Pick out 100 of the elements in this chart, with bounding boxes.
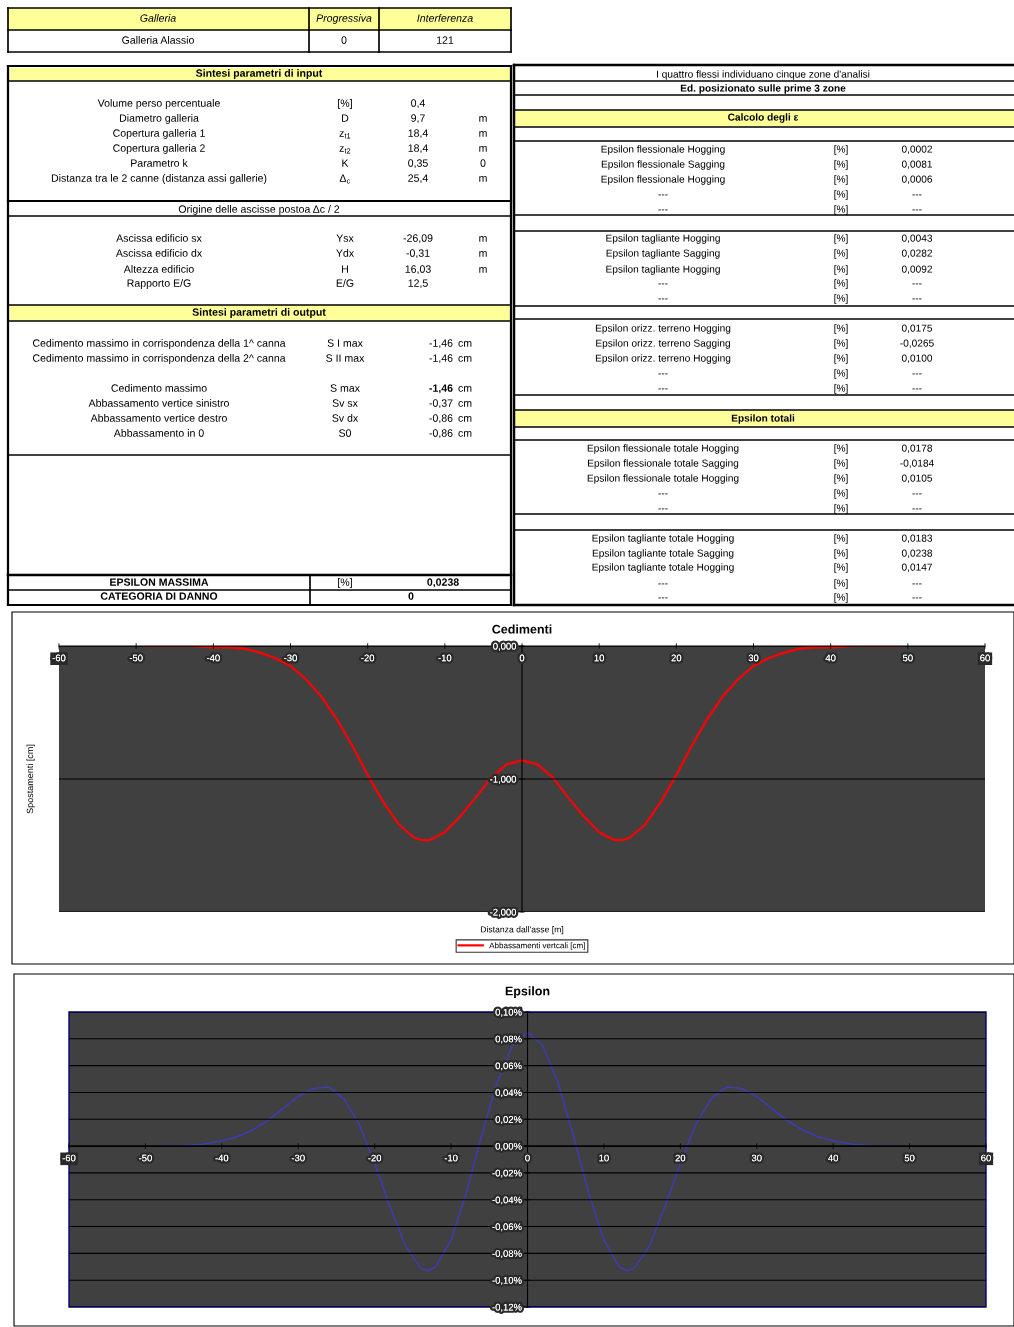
- text: Distanza tra le 2 canne (distanza assi gallerie): [51, 174, 267, 184]
- x-tick-label: 60: [981, 1154, 991, 1162]
- text: ---: [912, 298, 922, 300]
- text: [%]: [834, 489, 848, 499]
- text: Calcolo degli ε: [728, 113, 799, 123]
- text: ---: [658, 493, 668, 495]
- text: -26,09: [403, 234, 433, 244]
- x-tick-label: 0: [519, 654, 525, 662]
- text: 0,0147: [901, 563, 932, 572]
- text: Parametro k: [131, 159, 188, 167]
- x-tick-label: -10: [444, 1154, 458, 1162]
- text: [%]: [834, 249, 848, 259]
- text: [%]: [834, 444, 848, 454]
- text: 0,0178: [901, 444, 933, 453]
- text: ---: [658, 283, 668, 285]
- text: Copertura galleria 1: [113, 129, 205, 139]
- text: ---: [912, 209, 922, 211]
- text: ---: [658, 373, 668, 375]
- text: [%]: [834, 384, 848, 394]
- x-tick-label: 10: [594, 654, 605, 662]
- chart-title: Epsilon: [505, 986, 550, 998]
- text: [%]: [834, 504, 848, 514]
- y-axis-title: Spostamenti [cm]: [26, 744, 35, 814]
- text: -1,46: [429, 354, 453, 364]
- chart-title: Cedimenti: [492, 624, 552, 634]
- text: 0,0043: [901, 234, 933, 243]
- y-tick-label: -0,08%: [492, 1250, 522, 1258]
- text: [%]: [834, 474, 848, 484]
- text: Epsilon tagliante Sagging: [606, 249, 720, 259]
- text: z$_{t2}$: [339, 146, 351, 154]
- x-tick-label: 10: [599, 1154, 609, 1162]
- text: 0,4: [411, 99, 426, 109]
- text: Epsilon tagliante totale Hogging: [592, 563, 734, 573]
- text: ---: [912, 493, 922, 495]
- text: 0,0282: [901, 249, 932, 258]
- text: ---: [912, 583, 922, 585]
- text: 0: [408, 592, 414, 600]
- text: Epsilon totali: [731, 414, 795, 424]
- text: Epsilon tagliante totale Hogging: [592, 534, 734, 544]
- x-tick-label: -60: [62, 1154, 76, 1162]
- text: [%]: [338, 99, 352, 109]
- text: -0,86: [429, 429, 453, 439]
- text: [%]: [834, 234, 848, 244]
- text: ---: [658, 508, 668, 510]
- text: Interferenza: [417, 14, 473, 22]
- text: 0: [341, 36, 347, 44]
- text: CATEGORIA DI DANNO: [100, 592, 218, 600]
- text: Sv sx: [332, 399, 358, 407]
- text: ---: [658, 583, 668, 585]
- text: [%]: [834, 265, 848, 275]
- text: 0,0002: [901, 145, 932, 154]
- text: Ascissa edificio sx: [116, 234, 202, 242]
- y-tick-label: -1,000: [490, 775, 517, 784]
- y-tick-label: 0,04%: [495, 1089, 522, 1098]
- text: m: [479, 267, 487, 273]
- text: S I max: [327, 339, 363, 347]
- text: ---: [658, 298, 668, 300]
- x-tick-label: 40: [825, 654, 836, 662]
- x-tick-label: -20: [368, 1154, 382, 1162]
- text: [%]: [834, 549, 848, 559]
- x-tick-label: -30: [284, 654, 297, 662]
- x-tick-label: -50: [129, 654, 143, 662]
- text: ---: [658, 209, 668, 211]
- text: -1,46: [429, 384, 453, 394]
- text: Abbassamento in 0: [113, 429, 204, 437]
- text: S max: [330, 384, 360, 392]
- text: [%]: [834, 593, 848, 603]
- text: [%]: [834, 369, 848, 379]
- y-tick-label: 0,06%: [495, 1062, 522, 1071]
- text: Abbassamento vertice sinistro: [88, 399, 229, 407]
- text: cm: [458, 416, 472, 422]
- text: Epsilon flessionale totale Hogging: [587, 444, 739, 454]
- text: Progressiva: [316, 14, 372, 24]
- text: Cedimento massimo in corrispondenza della 1^ canna: [32, 339, 286, 349]
- text: 0,0105: [901, 474, 933, 483]
- text: cm: [458, 431, 472, 437]
- x-tick-label: -40: [215, 1154, 229, 1162]
- text: ---: [912, 388, 922, 390]
- text: 121: [437, 36, 454, 44]
- y-tick-label: -0,12%: [492, 1303, 522, 1312]
- text: 18,4: [408, 144, 428, 154]
- text: D: [342, 114, 349, 122]
- text: EPSILON MASSIMA: [110, 578, 209, 586]
- text: Abbassamento vertice destro: [90, 414, 227, 422]
- text: S II max: [326, 354, 365, 362]
- text: Sintesi parametri di output: [192, 308, 326, 318]
- text: Ascissa edificio dx: [115, 249, 203, 257]
- text: ---: [912, 373, 922, 375]
- text: [%]: [834, 160, 848, 170]
- text: m: [479, 116, 487, 122]
- text: Copertura galleria 2: [113, 144, 205, 154]
- text: Cedimento massimo in corrispondenza della 2^ canna: [32, 354, 286, 364]
- text: cm: [458, 356, 472, 362]
- text: cm: [458, 341, 472, 347]
- x-tick-label: -60: [52, 654, 66, 662]
- text: Epsilon flessionale Hogging: [601, 175, 725, 185]
- text: m: [479, 146, 487, 152]
- text: 0,35: [408, 159, 428, 169]
- y-tick-label: 0,08%: [495, 1035, 522, 1044]
- text: m: [479, 176, 487, 182]
